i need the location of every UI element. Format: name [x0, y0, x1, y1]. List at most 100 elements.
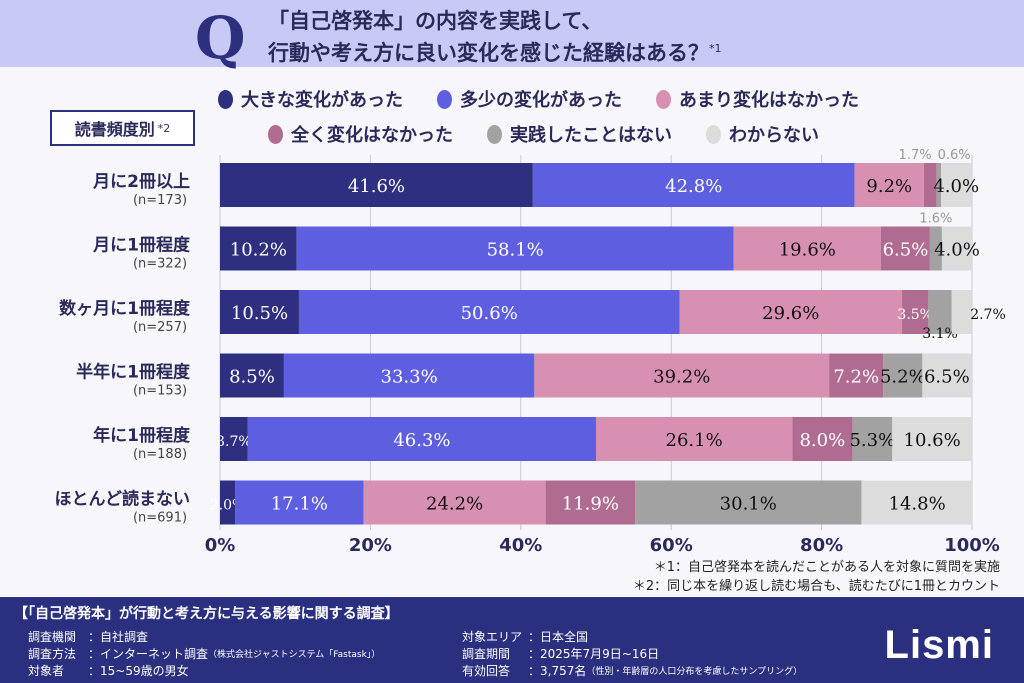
bar-segment: [220, 290, 299, 334]
bar-segment: [892, 417, 972, 461]
data-label: 19.6%: [779, 240, 836, 261]
data-label: 8.0%: [799, 430, 845, 451]
data-label: 1.7%: [899, 148, 932, 163]
bar-segment: [283, 353, 535, 398]
footer-key: 有効回答: [462, 664, 511, 678]
legend-swatch: [656, 89, 671, 109]
data-label: 33.3%: [381, 367, 438, 388]
bar-segment: [220, 417, 248, 461]
n-label: (n=257): [133, 320, 187, 335]
legend-label: 大きな変化があった: [241, 90, 403, 111]
n-label: (n=173): [133, 193, 187, 208]
footer-value: ：15~59歳の男女: [88, 664, 189, 678]
category-label: 月に1冊程度: [92, 235, 191, 256]
bar-segment: [941, 226, 972, 271]
title-note: *1: [709, 42, 722, 55]
bar-segment: [679, 290, 903, 334]
footer-row: 調査方法 ：インターネット調査 （株式会社ジャストシステム「Fastask」）: [28, 645, 380, 662]
bar-segment: [881, 226, 930, 271]
legend-row-2: 全く変化はなかった 実践したことはない わからない: [268, 121, 819, 147]
data-label: 9.2%: [866, 176, 912, 197]
bar-segment: [220, 353, 284, 398]
footer-row: 調査期間 ：2025年7月9日~16日: [462, 645, 659, 662]
data-label: 30.1%: [720, 494, 777, 515]
legend-item: あまり変化はなかった: [656, 86, 859, 112]
bar-segment: [363, 480, 546, 525]
bar-segment: [635, 480, 862, 525]
footer-value: ：自社調査: [88, 630, 149, 644]
bar-segment: [929, 226, 942, 271]
bar-segment: [792, 417, 853, 461]
data-label: 6.5%: [883, 240, 929, 261]
data-label: 6.5%: [924, 367, 970, 388]
legend-swatch: [437, 89, 452, 109]
data-label: 24.2%: [426, 494, 483, 515]
data-label: 42.8%: [665, 176, 722, 197]
category-label: 数ヶ月に1冊程度: [59, 298, 191, 319]
legend-item: 多少の変化があった: [437, 86, 622, 112]
legend-label: あまり変化はなかった: [679, 90, 859, 111]
bar-segment: [922, 353, 972, 398]
x-tick-label: 0%: [205, 535, 236, 556]
legend-row-1: 大きな変化があった 多少の変化があった あまり変化はなかった: [218, 86, 859, 112]
footnote-1: ＊1：自己啓発本を読んだことがある人を対象に質問を実施: [653, 560, 1000, 575]
bar-segment: [883, 353, 923, 398]
footer-value: ：日本全国: [528, 630, 589, 644]
legend-item: 大きな変化があった: [218, 86, 403, 112]
data-label: 1.6%: [919, 212, 952, 227]
footnote-2: ＊2：同じ本を繰り返し読む場合も、読むたびに1冊とカウント: [632, 579, 1000, 594]
legend-label: わからない: [729, 125, 819, 146]
data-label: 7.2%: [833, 367, 879, 388]
x-tick-label: 80%: [800, 535, 843, 556]
category-label: 年に1冊程度: [93, 425, 191, 446]
q-logo: Q: [195, 4, 246, 72]
footer-row: 対象エリア ：日本全国: [462, 628, 588, 645]
bar-segment: [220, 163, 533, 207]
group-note: *2: [157, 121, 171, 135]
legend-label: 実践したことはない: [510, 125, 672, 146]
footer-value: ：3,757名: [528, 664, 587, 678]
data-label: 17.1%: [271, 494, 328, 515]
bar-segment: [923, 163, 937, 207]
footer-value: ：2025年7月9日~16日: [528, 647, 660, 661]
x-tick-label: 20%: [349, 535, 392, 556]
data-label: 10.6%: [904, 430, 961, 451]
n-label: (n=322): [133, 257, 187, 272]
bar-segment: [545, 480, 636, 525]
data-label: 4.0%: [934, 240, 980, 261]
bar-segment: [247, 417, 596, 461]
bar-segment: [220, 226, 297, 271]
data-label: 50.6%: [461, 303, 518, 324]
bar-segment: [852, 417, 893, 461]
data-label: 14.8%: [889, 494, 946, 515]
x-tick-label: 100%: [944, 535, 1000, 556]
footer-row: 有効回答 ：3,757名 （性別・年齢層の人口分布を考慮したサンプリング）: [462, 662, 802, 679]
bar-segment: [298, 290, 680, 334]
footer-key: 対象者: [28, 664, 65, 678]
legend-item: 全く変化はなかった: [268, 121, 453, 147]
legend-swatch: [218, 89, 233, 109]
footnotes: ＊1：自己啓発本を読んだことがある人を対象に質問を実施 ＊2：同じ本を繰り返し読…: [633, 558, 1000, 596]
bar-segment: [532, 163, 855, 207]
bar-segment: [854, 163, 924, 207]
n-label: (n=188): [133, 447, 187, 462]
footer-key: 調査期間: [462, 647, 511, 661]
data-label: 46.3%: [393, 430, 450, 451]
group-label: 読書頻度別: [74, 120, 155, 139]
data-label: 5.3%: [849, 430, 895, 451]
data-label: 10.5%: [231, 303, 288, 324]
bar-segment: [733, 226, 882, 271]
data-label: 41.6%: [348, 176, 405, 197]
data-label: 5.2%: [880, 367, 926, 388]
data-label: 29.6%: [762, 303, 819, 324]
bar-segment: [829, 353, 884, 398]
survey-title: 【「自己啓発本」が行動と考え方に与える影響に関する調査】: [14, 606, 399, 622]
title-line-2: 行動や考え方に良い変化を感じた経験はある？: [268, 41, 709, 65]
footer-row: 調査機関 ：自社調査: [28, 628, 148, 645]
legend-swatch: [487, 124, 502, 144]
legend-item: 実践したことはない: [487, 121, 672, 147]
category-label: 月に2冊以上: [92, 172, 190, 192]
footer-key: 対象エリア: [462, 630, 523, 644]
legend-label: 多少の変化があった: [460, 90, 622, 111]
lismi-logo: Lismi: [884, 623, 994, 667]
